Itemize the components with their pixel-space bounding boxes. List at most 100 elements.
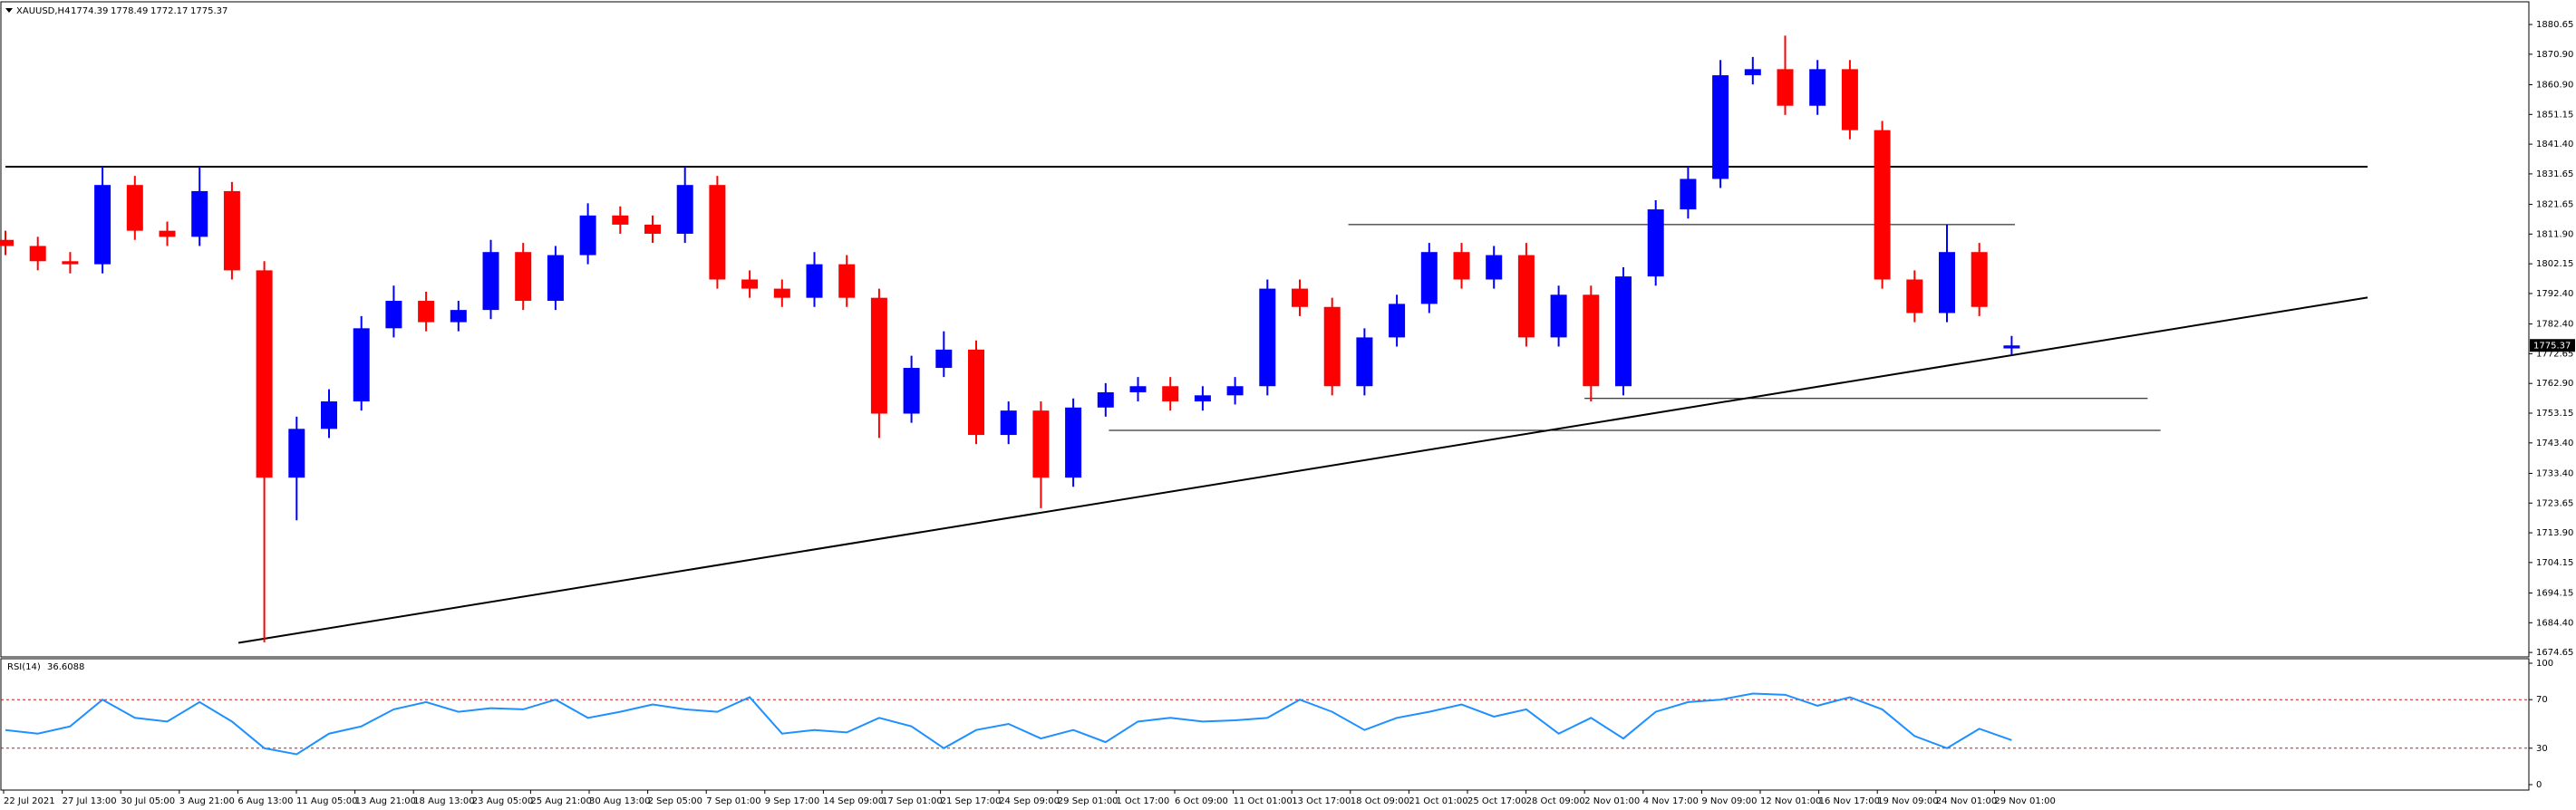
- candle-body: [29, 246, 46, 262]
- candle-body: [482, 252, 499, 311]
- y-tick-label: 1802.15: [2536, 259, 2573, 269]
- candle-body: [1906, 279, 1923, 313]
- candle-body: [126, 185, 143, 231]
- x-tick-label: 6 Aug 13:00: [237, 796, 293, 806]
- candle-body: [1097, 391, 1114, 408]
- rsi-title: RSI(14): [7, 662, 41, 672]
- candle-body: [579, 215, 596, 256]
- candle-body: [968, 349, 984, 436]
- candle-body: [1615, 276, 1632, 387]
- x-tick-label: 13 Oct 17:00: [1292, 796, 1351, 806]
- x-tick-label: 25 Oct 17:00: [1467, 796, 1526, 806]
- candle-body: [385, 301, 402, 329]
- candle-body: [353, 328, 370, 402]
- x-tick-label: 14 Sep 09:00: [823, 796, 884, 806]
- candle-body: [418, 301, 435, 323]
- rsi-line: [5, 692, 2012, 756]
- x-tick-label: 11 Oct 01:00: [1234, 796, 1293, 806]
- candle-body: [870, 297, 887, 414]
- candle-body: [1712, 75, 1729, 179]
- x-tick-label: 18 Aug 13:00: [413, 796, 474, 806]
- candle-body: [515, 252, 532, 302]
- candle-body: [1000, 410, 1017, 436]
- x-tick-label: 29 Sep 01:00: [1058, 796, 1119, 806]
- y-tick-label: 1851.15: [2536, 110, 2573, 120]
- candle-body: [288, 429, 305, 478]
- y-tick-label: 1674.65: [2536, 648, 2573, 658]
- x-tick-label: 16 Nov 17:00: [1819, 796, 1880, 806]
- x-tick-label: 30 Aug 13:00: [589, 796, 650, 806]
- x-tick-label: 25 Aug 21:00: [530, 796, 591, 806]
- y-tick-label: 1821.65: [2536, 200, 2573, 210]
- y-tick-label: 0: [2536, 780, 2542, 790]
- y-tick-label: 1782.40: [2536, 320, 2573, 330]
- x-tick-label: 28 Oct 09:00: [1526, 796, 1585, 806]
- candle-body: [709, 185, 726, 280]
- candle-body: [612, 215, 629, 225]
- x-tick-label: 12 Nov 01:00: [1760, 796, 1821, 806]
- y-tick-label: 100: [2536, 659, 2553, 669]
- candle-body: [935, 349, 953, 369]
- y-tick-label: 1753.15: [2536, 409, 2573, 419]
- candle-body: [1550, 294, 1567, 338]
- candle-body: [62, 261, 79, 265]
- y-tick-label: 1723.65: [2536, 498, 2573, 508]
- candle-body: [1129, 386, 1147, 392]
- candle-body: [1065, 407, 1082, 478]
- candle-body: [450, 310, 467, 323]
- ohlc-high: 1778.49: [111, 6, 148, 16]
- candle-body: [1323, 306, 1341, 387]
- y-tick-label: 1841.40: [2536, 140, 2573, 149]
- candle-body: [1453, 252, 1470, 280]
- candle-body: [1389, 304, 1406, 338]
- y-tick-label: 1880.65: [2536, 20, 2573, 30]
- candle-body: [1680, 178, 1697, 210]
- candle-body: [644, 224, 661, 235]
- y-tick-label: 1762.90: [2536, 379, 2573, 389]
- ohlc-low: 1772.17: [150, 6, 188, 16]
- candle-body: [1971, 252, 1988, 307]
- candle-body: [838, 264, 856, 298]
- x-tick-label: 27 Jul 13:00: [63, 796, 117, 806]
- candle-body: [1874, 130, 1891, 280]
- candle-body: [1583, 294, 1600, 387]
- candle-body: [1809, 69, 1826, 106]
- x-tick-label: 22 Jul 2021: [4, 796, 55, 806]
- x-tick-label: 21 Sep 17:00: [941, 796, 1002, 806]
- price-tag-label: 1775.37: [2533, 341, 2571, 351]
- candle-body: [2003, 345, 2020, 349]
- candle-body: [1777, 69, 1794, 106]
- x-tick-label: 4 Nov 17:00: [1643, 796, 1699, 806]
- x-tick-label: 19 Nov 09:00: [1877, 796, 1938, 806]
- candle-body: [1162, 386, 1179, 402]
- candle-body: [1226, 386, 1244, 396]
- price-tag: [2530, 339, 2575, 352]
- y-tick-label: 1870.90: [2536, 50, 2573, 60]
- x-tick-label: 2 Nov 01:00: [1584, 796, 1640, 806]
- main-panel: [0, 1, 2530, 658]
- y-tick-label: 1694.15: [2536, 589, 2573, 599]
- candle-body: [1356, 337, 1373, 387]
- candle-body: [676, 185, 693, 235]
- y-tick-label: 1713.90: [2536, 528, 2573, 538]
- candle-body: [1841, 69, 1858, 130]
- y-tick-label: 1704.15: [2536, 558, 2573, 568]
- menu-arrow[interactable]: [5, 8, 13, 13]
- candle-body: [1486, 255, 1503, 280]
- ohlc-close: 1775.37: [190, 6, 228, 16]
- rsi-value: 36.6088: [47, 662, 84, 672]
- y-tick-label: 1733.40: [2536, 468, 2573, 478]
- x-tick-label: 9 Nov 09:00: [1701, 796, 1757, 806]
- trendline: [237, 296, 2368, 644]
- candle-body: [1259, 288, 1276, 387]
- candle-body: [1647, 209, 1664, 277]
- candle-body: [159, 230, 176, 237]
- x-tick-label: 9 Sep 17:00: [765, 796, 819, 806]
- candle-body: [806, 264, 823, 298]
- rsi-panel: [0, 658, 2530, 791]
- candle-body: [223, 190, 240, 271]
- y-tick-label: 1792.40: [2536, 289, 2573, 299]
- candle-body: [1194, 395, 1211, 402]
